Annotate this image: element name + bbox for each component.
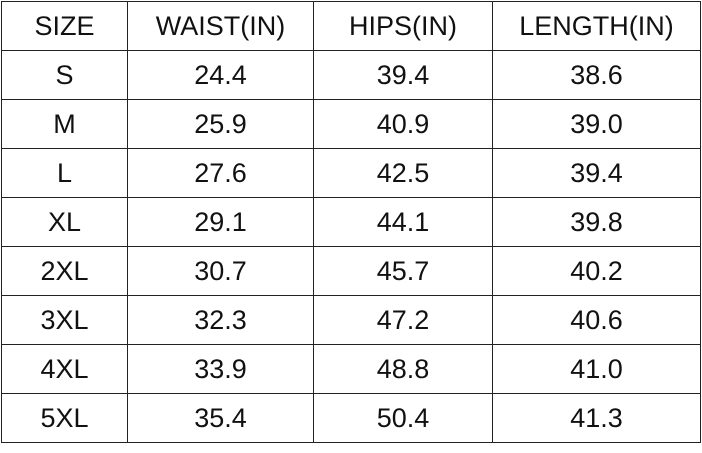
cell: 40.9 [313, 99, 493, 149]
data-row: 2XL 30.7 45.7 40.2 [1, 246, 701, 296]
cell: 41.3 [492, 393, 701, 443]
data-row: XL 29.1 44.1 39.8 [1, 197, 701, 247]
cell: 40.6 [492, 295, 701, 345]
cell: 44.1 [313, 197, 493, 247]
cell: 38.6 [492, 50, 701, 100]
cell: 48.8 [313, 344, 493, 394]
cell: 39.0 [492, 99, 701, 149]
header-row: SIZE WAIST(IN) HIPS(IN) LENGTH(IN) [1, 1, 701, 51]
header-cell: LENGTH(IN) [492, 1, 701, 51]
cell: 33.9 [127, 344, 314, 394]
cell: 3XL [1, 295, 128, 345]
header-cell: HIPS(IN) [313, 1, 493, 51]
cell: L [1, 148, 128, 198]
cell: 40.2 [492, 246, 701, 296]
cell: 35.4 [127, 393, 314, 443]
cell: 27.6 [127, 148, 314, 198]
header-cell: WAIST(IN) [127, 1, 314, 51]
cell: 42.5 [313, 148, 493, 198]
header-cell: SIZE [1, 1, 128, 51]
cell: M [1, 99, 128, 149]
cell: 2XL [1, 246, 128, 296]
cell: 5XL [1, 393, 128, 443]
cell: 4XL [1, 344, 128, 394]
cell: 24.4 [127, 50, 314, 100]
cell: 47.2 [313, 295, 493, 345]
cell: 39.8 [492, 197, 701, 247]
cell: 50.4 [313, 393, 493, 443]
size-table: SIZE WAIST(IN) HIPS(IN) LENGTH(IN) S 24.4 39.4… [1, 1, 701, 443]
cell: S [1, 50, 128, 100]
data-row: M 25.9 40.9 39.0 [1, 99, 701, 149]
cell: 41.0 [492, 344, 701, 394]
cell: XL [1, 197, 128, 247]
cell: 25.9 [127, 99, 314, 149]
data-row: 4XL 33.9 48.8 41.0 [1, 344, 701, 394]
cell: 32.3 [127, 295, 314, 345]
data-row: 3XL 32.3 47.2 40.6 [1, 295, 701, 345]
cell: 30.7 [127, 246, 314, 296]
cell: 29.1 [127, 197, 314, 247]
cell: 45.7 [313, 246, 493, 296]
data-row: 5XL 35.4 50.4 41.3 [1, 393, 701, 443]
cell: 39.4 [313, 50, 493, 100]
data-row: L 27.6 42.5 39.4 [1, 148, 701, 198]
cell: 39.4 [492, 148, 701, 198]
data-row: S 24.4 39.4 38.6 [1, 50, 701, 100]
